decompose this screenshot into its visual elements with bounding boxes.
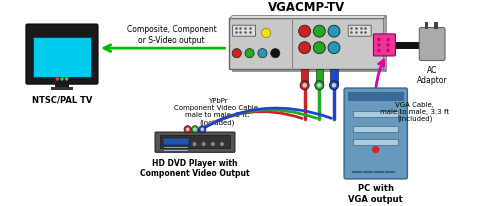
Circle shape [220, 142, 224, 146]
Bar [330, 69, 338, 85]
Polygon shape [384, 16, 386, 71]
Bar [163, 138, 189, 145]
Circle shape [270, 49, 280, 58]
Circle shape [61, 78, 63, 80]
Circle shape [186, 128, 190, 131]
Text: YPbPr
Component Video Cable,
male to male, 3 ft.
(Included): YPbPr Component Video Cable, male to mal… [174, 98, 261, 126]
Text: Composite, Component
or S-Video output: Composite, Component or S-Video output [127, 25, 217, 44]
Circle shape [372, 146, 379, 153]
Circle shape [198, 126, 206, 133]
Text: AC
Adaptor: AC Adaptor [417, 66, 447, 85]
FancyBboxPatch shape [233, 25, 256, 36]
Text: HD DVD Player with
Component Video Output: HD DVD Player with Component Video Outpu… [140, 159, 250, 178]
Circle shape [245, 49, 254, 58]
Bar [353, 138, 398, 145]
Circle shape [387, 43, 390, 47]
Circle shape [387, 38, 390, 41]
Bar [232, 21, 386, 71]
Circle shape [328, 42, 340, 54]
Bar [33, 37, 91, 77]
Bar [51, 87, 73, 90]
Circle shape [377, 43, 381, 47]
Circle shape [328, 25, 340, 37]
Circle shape [329, 81, 339, 90]
Circle shape [66, 78, 68, 80]
Circle shape [299, 25, 311, 37]
Circle shape [232, 49, 242, 58]
FancyBboxPatch shape [344, 88, 407, 179]
Circle shape [262, 28, 270, 37]
Circle shape [193, 128, 197, 131]
Circle shape [200, 128, 204, 131]
Circle shape [377, 49, 381, 52]
Bar [316, 69, 323, 85]
Text: PC with
VGA output: PC with VGA output [348, 184, 403, 204]
Polygon shape [229, 16, 386, 18]
Circle shape [211, 142, 215, 146]
Bar [54, 83, 69, 88]
Circle shape [192, 142, 197, 146]
Circle shape [300, 81, 309, 90]
Circle shape [332, 83, 336, 88]
Circle shape [184, 126, 191, 133]
Bar [348, 92, 404, 101]
Circle shape [315, 81, 324, 90]
FancyBboxPatch shape [373, 34, 395, 56]
FancyBboxPatch shape [419, 27, 445, 61]
Circle shape [201, 142, 206, 146]
Text: VGA Cable,
male to male, 3.3 ft
(Included): VGA Cable, male to male, 3.3 ft (Include… [380, 102, 449, 122]
Circle shape [56, 78, 58, 80]
Circle shape [258, 49, 267, 58]
Bar [160, 135, 230, 148]
FancyBboxPatch shape [26, 24, 98, 84]
Bar [301, 69, 308, 85]
Circle shape [302, 83, 307, 88]
FancyBboxPatch shape [155, 132, 235, 152]
Bar [434, 22, 438, 29]
Text: NTSC/PAL TV: NTSC/PAL TV [32, 95, 92, 104]
Circle shape [191, 126, 198, 133]
Circle shape [387, 49, 390, 52]
Bar [229, 18, 384, 69]
Bar [353, 126, 398, 132]
Text: VGACMP-TV: VGACMP-TV [268, 1, 345, 14]
Circle shape [377, 38, 381, 41]
Bar [425, 22, 428, 29]
Bar [353, 111, 398, 117]
Circle shape [313, 42, 325, 54]
Circle shape [317, 83, 321, 88]
Circle shape [299, 42, 311, 54]
Circle shape [313, 25, 325, 37]
FancyBboxPatch shape [348, 25, 371, 36]
